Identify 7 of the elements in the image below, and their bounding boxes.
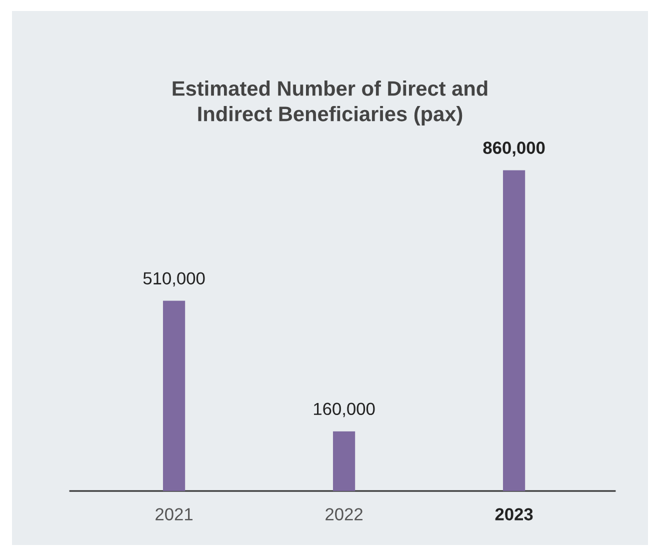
x-tick-label: 2021 xyxy=(156,508,193,520)
data-label: 160,000 xyxy=(314,402,375,418)
x-tick-label: 2022 xyxy=(326,508,362,520)
data-label: 510,000 xyxy=(143,272,205,287)
data-label: 860,000 xyxy=(483,142,545,156)
chart-title: Estimated Number of Direct and Indirect Beneficiaries (pax) xyxy=(172,80,488,126)
x-tick-label: 2023 xyxy=(495,508,533,520)
